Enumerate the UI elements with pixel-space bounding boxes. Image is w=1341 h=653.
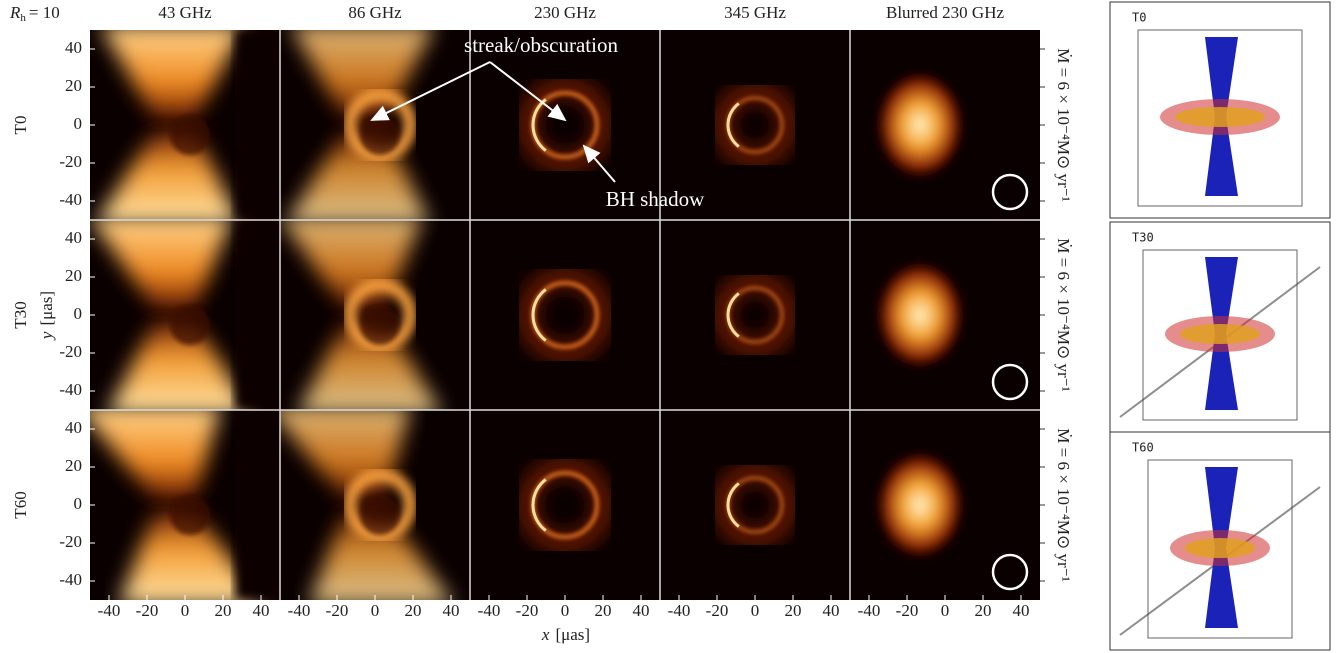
- y-tick-label: 0: [74, 114, 83, 133]
- accretion-label: Ṁ = 6 × 10⁻⁴M⊙ yr⁻¹: [1054, 238, 1073, 392]
- y-tick-label: 40: [65, 228, 82, 247]
- y-tick-label: -40: [59, 380, 82, 399]
- x-tick-label: 40: [443, 601, 460, 620]
- x-tick-label: 40: [253, 601, 270, 620]
- x-tick-label: -20: [136, 601, 159, 620]
- render-label: T30: [1132, 231, 1154, 245]
- x-tick-label: -40: [288, 601, 311, 620]
- y-tick-label: -40: [59, 190, 82, 209]
- panel-image: [660, 410, 850, 600]
- panel-image: [470, 410, 660, 600]
- panel-image: [850, 220, 1040, 410]
- x-tick-label: 0: [371, 601, 380, 620]
- renders: T0 T30 T60: [1110, 2, 1330, 650]
- panel-image: [850, 410, 1040, 600]
- panel-bg: [470, 220, 660, 410]
- panel-image: [90, 25, 280, 225]
- render-label: T0: [1132, 11, 1146, 25]
- panel-grid: [76, 25, 1045, 605]
- panel-image: [76, 405, 280, 605]
- x-tick-label: -20: [326, 601, 349, 620]
- column-title: 230 GHz: [534, 3, 596, 22]
- x-tick-label: 20: [595, 601, 612, 620]
- x-tick-label: -20: [896, 601, 919, 620]
- panel-bg: [660, 220, 850, 410]
- column-title: 86 GHz: [348, 3, 402, 22]
- y-tick-label: 20: [65, 266, 82, 285]
- blob: [875, 450, 965, 560]
- x-tick-label: -20: [516, 601, 539, 620]
- x-tick-label: 0: [181, 601, 190, 620]
- x-tick-label: 0: [561, 601, 570, 620]
- row-label: T0: [11, 116, 30, 135]
- x-tick-label: 40: [1013, 601, 1030, 620]
- x-tick-label: 20: [785, 601, 802, 620]
- y-tick-label: 20: [65, 76, 82, 95]
- disk-inner: [1185, 538, 1255, 558]
- blob: [875, 70, 965, 180]
- row-label: T60: [11, 491, 30, 518]
- y-tick-label: 40: [65, 418, 82, 437]
- column-title: 345 GHz: [724, 3, 786, 22]
- rh-label: Rh= 10: [9, 3, 60, 24]
- shadow: [170, 305, 210, 345]
- annotation: BH shadow: [606, 187, 705, 211]
- accretion-label: Ṁ = 6 × 10⁻⁴M⊙ yr⁻¹: [1054, 48, 1073, 202]
- blob: [875, 260, 965, 370]
- dark-band: [235, 410, 280, 600]
- column-title: Blurred 230 GHz: [886, 3, 1004, 22]
- y-tick-label: 40: [65, 38, 82, 57]
- shadow: [170, 115, 210, 155]
- y-tick-label: 0: [74, 304, 83, 323]
- x-axis-label: x[μas]: [541, 625, 590, 644]
- panel-bg: [470, 410, 660, 600]
- x-tick-label: -20: [706, 601, 729, 620]
- shadow: [360, 495, 400, 535]
- x-tick-label: -40: [98, 601, 121, 620]
- x-tick-label: 20: [215, 601, 232, 620]
- y-axis-label: y[μas]: [37, 291, 56, 341]
- panel-image: [266, 405, 470, 605]
- shadow: [360, 305, 400, 345]
- disk-inner: [1180, 324, 1260, 344]
- disk-inner: [1175, 107, 1265, 127]
- x-tick-label: -40: [668, 601, 691, 620]
- render-label: T60: [1132, 441, 1154, 455]
- y-tick-label: -20: [59, 532, 82, 551]
- x-tick-label: 0: [941, 601, 950, 620]
- y-tick-label: -40: [59, 570, 82, 589]
- x-tick-label: 20: [405, 601, 422, 620]
- panel-bg: [660, 410, 850, 600]
- y-tick-label: -20: [59, 152, 82, 171]
- panel-image: [850, 30, 1040, 220]
- column-title: 43 GHz: [158, 3, 212, 22]
- dark-band: [235, 220, 280, 410]
- panel-image: [88, 215, 280, 415]
- x-tick-label: -40: [478, 601, 501, 620]
- figure: Rh= 10 x[μas] y[μas] streak/obscuration …: [0, 0, 1341, 653]
- x-tick-label: -40: [858, 601, 881, 620]
- accretion-label: Ṁ = 6 × 10⁻⁴M⊙ yr⁻¹: [1054, 428, 1073, 582]
- y-tick-label: 0: [74, 494, 83, 513]
- x-tick-label: 0: [751, 601, 760, 620]
- row-label: T30: [11, 301, 30, 328]
- annotation: streak/obscuration: [464, 33, 618, 57]
- shadow: [360, 115, 400, 155]
- x-tick-label: 40: [823, 601, 840, 620]
- x-tick-label: 20: [975, 601, 992, 620]
- panel-image: [470, 220, 660, 410]
- panel-image: [280, 25, 470, 225]
- shadow: [170, 495, 210, 535]
- x-tick-label: 40: [633, 601, 650, 620]
- panel-image: [660, 220, 850, 410]
- y-tick-label: 20: [65, 456, 82, 475]
- panel-image: [278, 215, 470, 415]
- dark-band: [235, 30, 280, 220]
- y-tick-label: -20: [59, 342, 82, 361]
